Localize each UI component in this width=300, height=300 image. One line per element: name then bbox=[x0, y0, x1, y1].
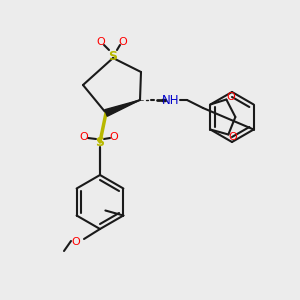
Text: O: O bbox=[110, 132, 118, 142]
Text: O: O bbox=[80, 132, 88, 142]
Text: S: S bbox=[109, 50, 118, 64]
Text: O: O bbox=[97, 37, 105, 47]
Polygon shape bbox=[105, 100, 140, 116]
Text: NH: NH bbox=[162, 94, 180, 106]
Text: O: O bbox=[228, 131, 237, 142]
Text: S: S bbox=[95, 136, 104, 148]
Text: O: O bbox=[118, 37, 127, 47]
Text: O: O bbox=[72, 237, 80, 247]
Text: O: O bbox=[226, 92, 235, 103]
